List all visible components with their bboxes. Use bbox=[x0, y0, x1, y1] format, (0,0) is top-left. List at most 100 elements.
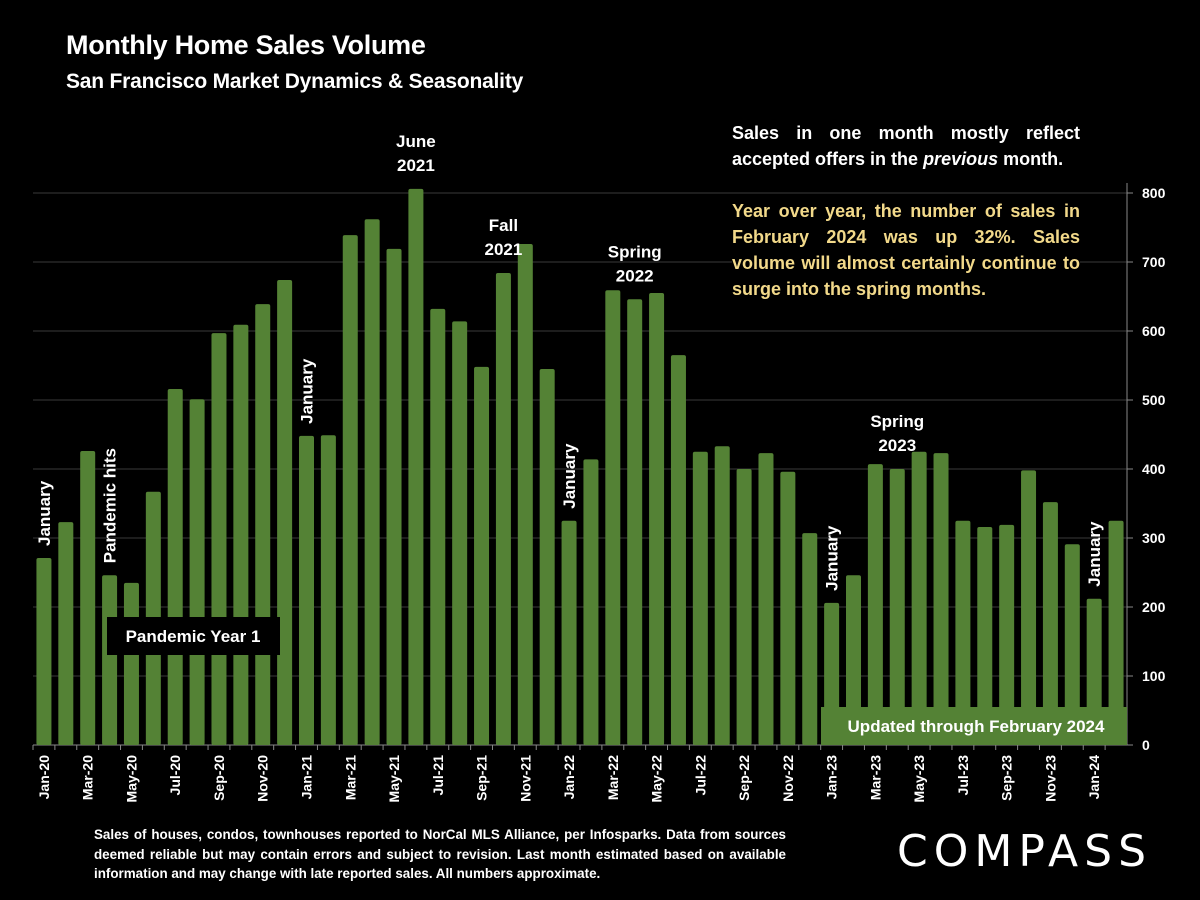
bar-Mar-22 bbox=[605, 290, 621, 745]
bar-Apr-21 bbox=[364, 219, 380, 746]
bar-Oct-22 bbox=[758, 453, 774, 745]
x-tick-label: Jul-22 bbox=[692, 755, 708, 796]
x-tick-label: Jan-22 bbox=[561, 755, 577, 800]
y-tick-label: 400 bbox=[1142, 461, 1166, 477]
y-tick-label: 500 bbox=[1142, 392, 1166, 408]
x-tick-label: May-23 bbox=[911, 755, 927, 803]
x-tick-label: Sep-20 bbox=[211, 755, 227, 801]
annotation-january: January bbox=[823, 525, 842, 591]
y-tick-label: 800 bbox=[1142, 185, 1166, 201]
bar-Jan-22 bbox=[561, 520, 577, 745]
bar-Jun-21 bbox=[408, 188, 424, 746]
bar-Apr-22 bbox=[627, 299, 643, 745]
x-tick-label: Mar-21 bbox=[342, 755, 358, 800]
bar-Feb-20 bbox=[58, 522, 74, 745]
bar-Mar-20 bbox=[80, 451, 96, 745]
annotation-year: 2021 bbox=[397, 156, 435, 175]
bar-Jan-20 bbox=[36, 558, 52, 745]
bar-Dec-22 bbox=[802, 533, 818, 745]
annotation-label: June bbox=[396, 132, 436, 151]
bar-Nov-20 bbox=[255, 304, 271, 745]
x-tick-label: Mar-22 bbox=[605, 755, 621, 800]
bar-May-20 bbox=[123, 582, 139, 745]
x-tick-label: Jan-24 bbox=[1086, 755, 1102, 800]
x-tick-label: Sep-22 bbox=[736, 755, 752, 801]
bar-Aug-20 bbox=[189, 399, 205, 745]
bar-Dec-21 bbox=[539, 368, 555, 745]
x-tick-label: May-22 bbox=[649, 755, 665, 803]
bar-Sep-21 bbox=[474, 366, 490, 745]
bar-Oct-23 bbox=[1021, 470, 1037, 745]
bar-Sep-20 bbox=[211, 333, 227, 745]
updated-label: Updated through February 2024 bbox=[848, 717, 1105, 736]
bar-Sep-23 bbox=[999, 524, 1015, 745]
x-tick-label: Mar-23 bbox=[867, 755, 883, 800]
bar-Jul-22 bbox=[692, 451, 708, 745]
annotation-label: Fall bbox=[489, 216, 518, 235]
bar-Jan-21 bbox=[299, 435, 314, 745]
y-tick-label: 600 bbox=[1142, 323, 1166, 339]
x-tick-label: Sep-21 bbox=[474, 755, 490, 801]
bar-Jul-20 bbox=[167, 388, 183, 745]
y-tick-label: 200 bbox=[1142, 599, 1166, 615]
bar-Jun-23 bbox=[933, 453, 949, 745]
bar-Feb-23 bbox=[846, 575, 861, 745]
bar-May-22 bbox=[649, 293, 665, 745]
annotation-pandemic-hits: Pandemic hits bbox=[101, 448, 120, 563]
compass-logo: COMPASS bbox=[897, 826, 1152, 877]
x-tick-label: Jan-21 bbox=[299, 755, 315, 800]
chart-title: Monthly Home Sales Volume bbox=[66, 30, 426, 60]
bar-Nov-22 bbox=[780, 471, 796, 745]
annotation-january: January bbox=[560, 443, 579, 509]
bar-Feb-21 bbox=[320, 435, 336, 745]
x-tick-label: Jul-23 bbox=[955, 755, 971, 796]
bar-Oct-21 bbox=[495, 273, 511, 745]
bar-Mar-21 bbox=[342, 235, 358, 745]
y-tick-label: 300 bbox=[1142, 530, 1166, 546]
y-tick-label: 100 bbox=[1142, 668, 1166, 684]
bar-Jul-21 bbox=[430, 308, 446, 745]
bar-Feb-24 bbox=[1108, 520, 1124, 745]
updated-box bbox=[821, 707, 1127, 745]
bar-Nov-21 bbox=[517, 244, 533, 745]
bar-Dec-23 bbox=[1064, 544, 1080, 745]
note1-post: month. bbox=[998, 149, 1064, 169]
bar-Aug-23 bbox=[977, 526, 993, 745]
bar-May-23 bbox=[911, 451, 927, 745]
bar-May-21 bbox=[386, 248, 402, 745]
pandemic-year-box bbox=[107, 617, 280, 655]
bar-Jul-23 bbox=[955, 520, 971, 745]
annotation-january: January bbox=[1085, 521, 1104, 587]
yoy-note: Year over year, the number of sales in F… bbox=[732, 198, 1080, 302]
x-tick-label: Nov-23 bbox=[1042, 755, 1058, 802]
bar-Feb-22 bbox=[583, 459, 599, 745]
x-tick-label: Nov-22 bbox=[780, 755, 796, 802]
bar-Mar-23 bbox=[867, 464, 883, 745]
annotation-year: 2022 bbox=[616, 266, 654, 285]
pandemic-year-label: Pandemic Year 1 bbox=[126, 627, 261, 646]
y-tick-label: 700 bbox=[1142, 254, 1166, 270]
note1-italic: previous bbox=[923, 149, 999, 169]
y-tick-label: 0 bbox=[1142, 737, 1150, 753]
annotation-label: Spring bbox=[870, 412, 924, 431]
x-tick-label: Mar-20 bbox=[80, 755, 96, 800]
annotation-label: Spring bbox=[608, 242, 662, 261]
source-footnote: Sales of houses, condos, townhouses repo… bbox=[94, 827, 786, 881]
annotation-january: January bbox=[298, 358, 317, 424]
offer-lag-note: Sales in one month mostly reflect accept… bbox=[732, 120, 1080, 172]
x-tick-label: Sep-23 bbox=[999, 755, 1015, 801]
bar-Oct-20 bbox=[233, 324, 249, 745]
x-tick-label: Jul-20 bbox=[167, 755, 183, 796]
bar-Aug-22 bbox=[714, 446, 730, 745]
annotation-year: 2021 bbox=[485, 240, 523, 259]
bar-Apr-20 bbox=[102, 575, 118, 745]
chart-subtitle: San Francisco Market Dynamics & Seasonal… bbox=[66, 70, 524, 93]
annotation-year: 2023 bbox=[878, 436, 916, 455]
x-tick-label: Nov-21 bbox=[517, 755, 533, 802]
x-tick-label: May-20 bbox=[123, 755, 139, 803]
x-tick-label: Jan-23 bbox=[824, 755, 840, 800]
bar-Nov-23 bbox=[1042, 502, 1058, 745]
x-tick-label: Jul-21 bbox=[430, 755, 446, 796]
bar-Aug-21 bbox=[452, 321, 468, 745]
